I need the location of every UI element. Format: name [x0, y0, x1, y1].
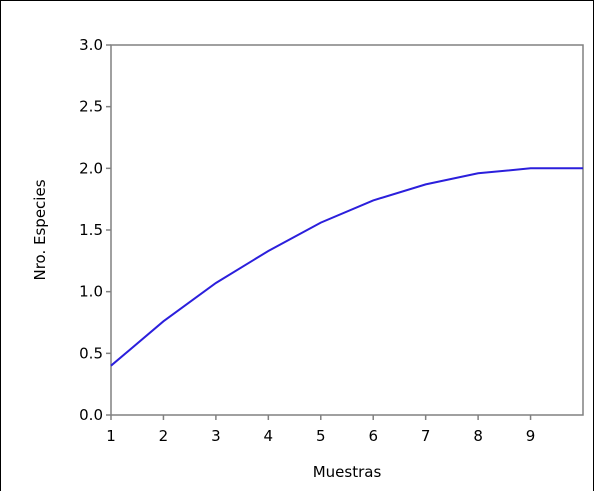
- y-tick-label: 1.0: [79, 283, 103, 301]
- x-tick-label: 6: [368, 427, 378, 445]
- x-tick-label: 3: [211, 427, 221, 445]
- x-tick-label: 2: [159, 427, 169, 445]
- x-tick-label: 1: [106, 427, 116, 445]
- x-tick-label: 9: [526, 427, 536, 445]
- y-tick-label: 1.5: [79, 221, 103, 239]
- x-tick-label: 4: [264, 427, 274, 445]
- x-tick-label: 5: [316, 427, 326, 445]
- x-axis-label: Muestras: [313, 463, 382, 481]
- y-tick-label: 0.0: [79, 406, 103, 424]
- x-tick-label: 8: [473, 427, 483, 445]
- series-line: [110, 167, 583, 367]
- y-tick-label: 2.0: [79, 159, 103, 177]
- y-tick-label: 2.5: [79, 98, 103, 116]
- x-axis: 1 2 3 4 5 6 7 8 9: [106, 415, 535, 445]
- y-axis: 0.0 0.5 1.0 1.5 2.0 2.5 3.0: [79, 36, 111, 424]
- y-tick-label: 0.5: [79, 344, 103, 362]
- y-axis-label: Nro. Especies: [31, 179, 49, 280]
- y-tick-label: 3.0: [79, 36, 103, 54]
- plot-area: [110, 44, 584, 416]
- x-tick-label: 7: [421, 427, 431, 445]
